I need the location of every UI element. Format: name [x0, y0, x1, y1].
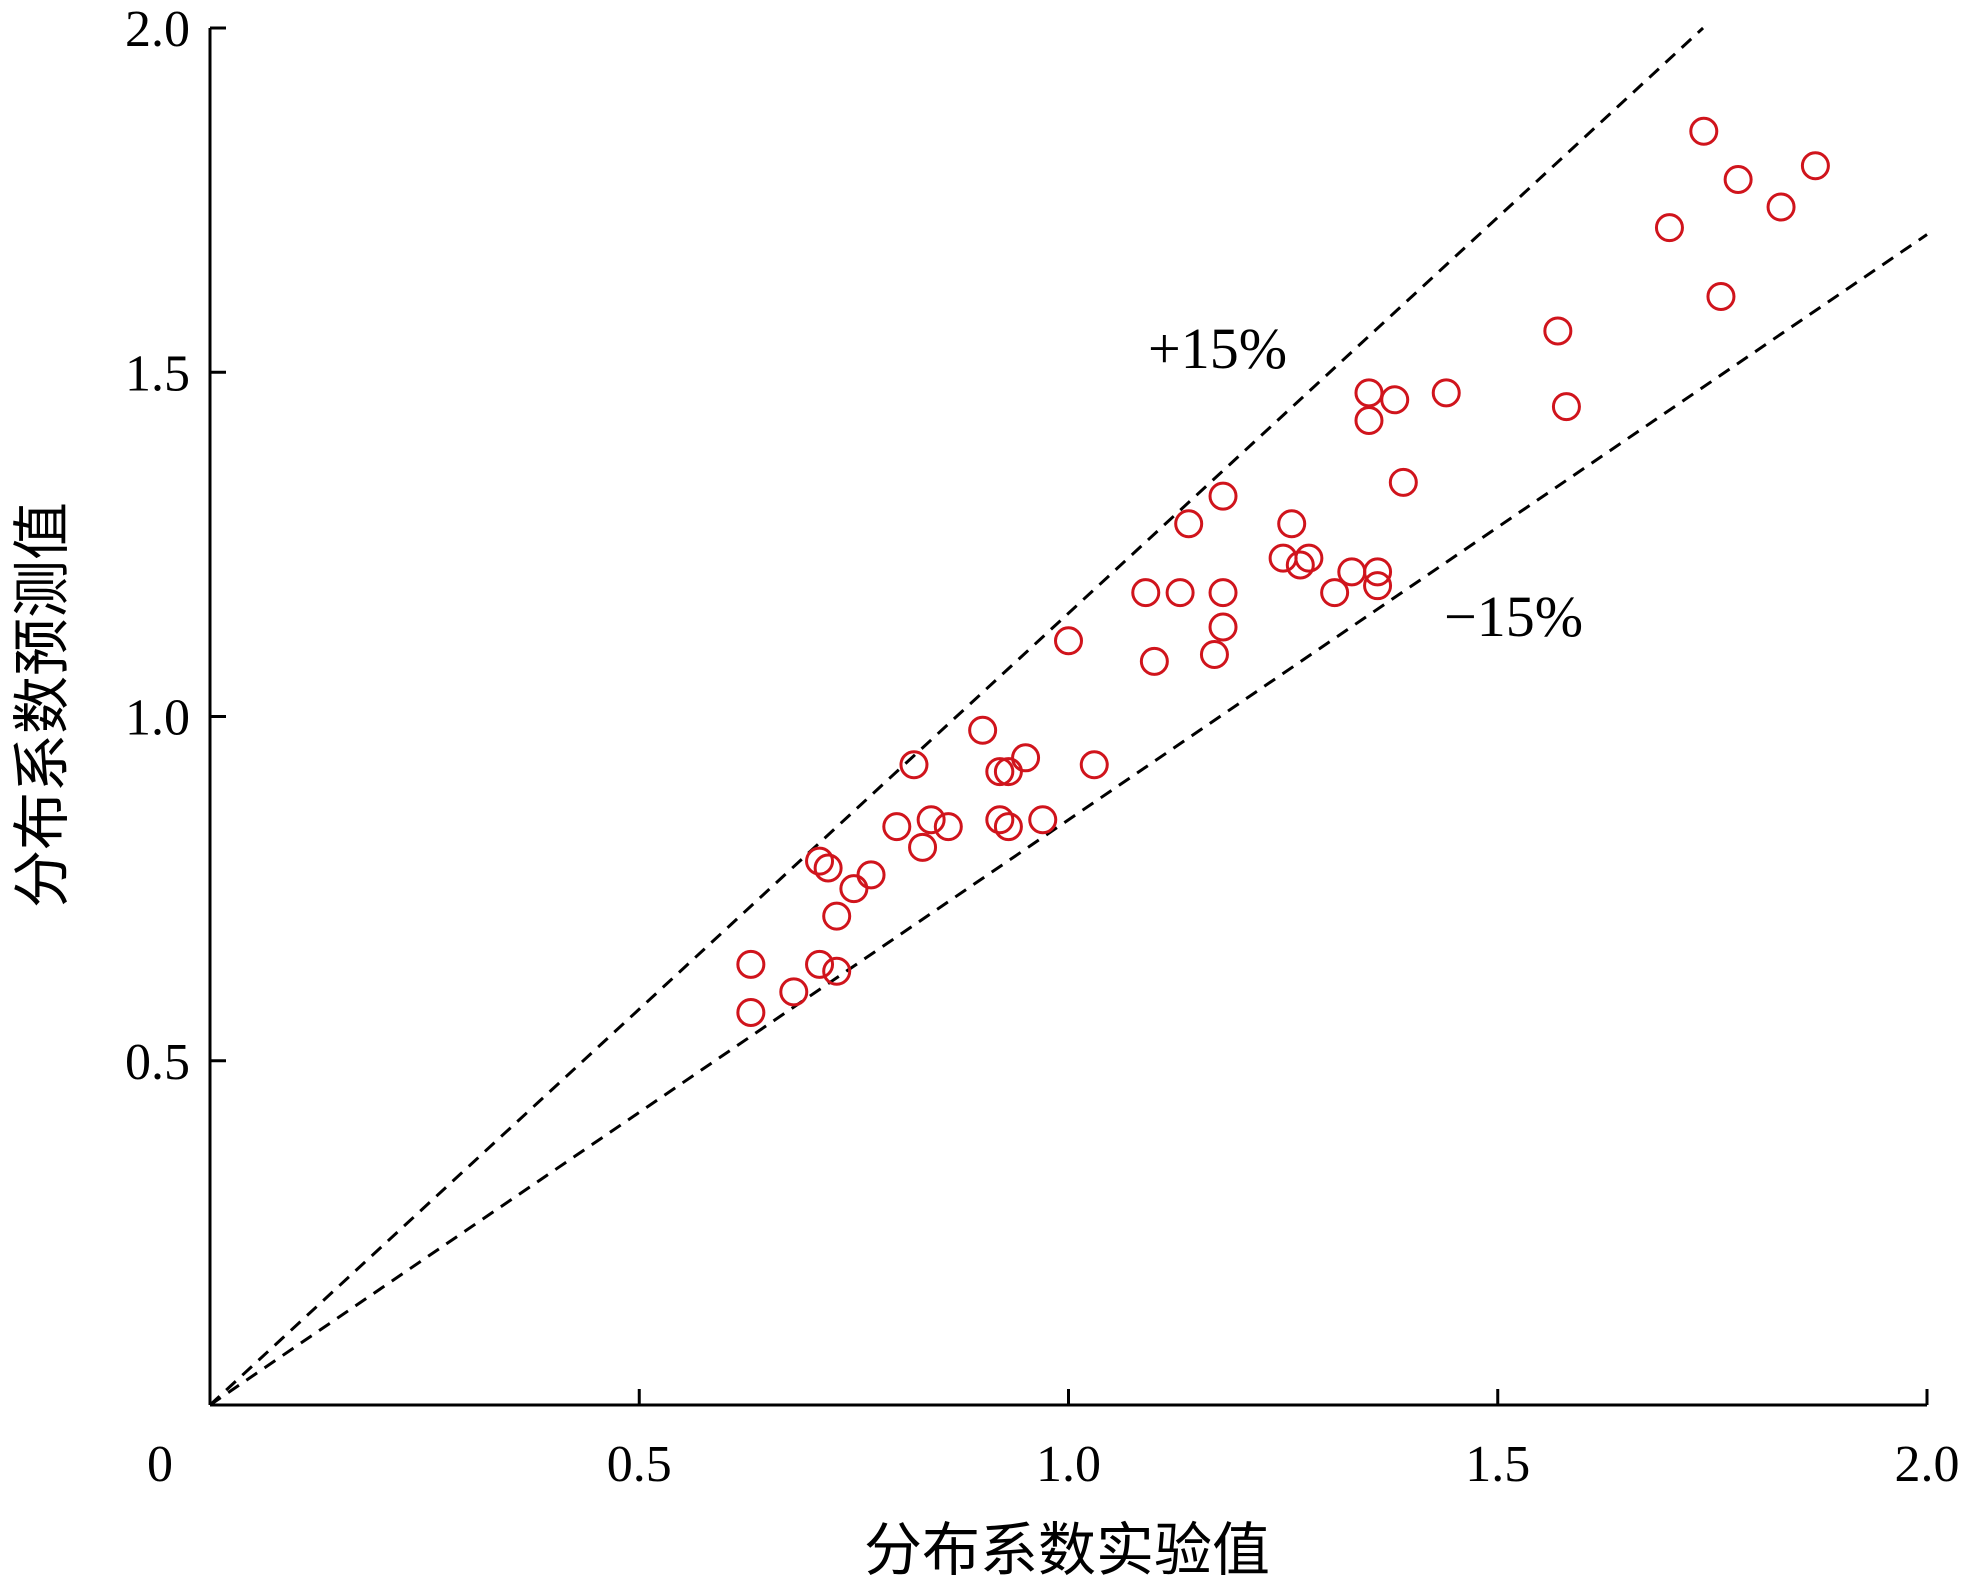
x-tick-label: 0: [147, 1436, 173, 1493]
data-point: [1551, 392, 1581, 422]
data-point: [1011, 743, 1041, 773]
x-axis-ticks: 0 0.5 1.0 1.5 2.0: [147, 1389, 1960, 1493]
data-point: [1277, 509, 1307, 539]
data-point: [1543, 316, 1573, 346]
data-point: [779, 977, 809, 1007]
data-point: [1028, 805, 1058, 835]
y-tick-label: 0.5: [125, 1034, 190, 1091]
data-point: [1208, 481, 1238, 511]
data-point: [1208, 612, 1238, 642]
reference-lines: [208, 26, 1928, 1407]
data-point: [805, 846, 835, 876]
data-point: [1320, 578, 1350, 608]
y-tick-label: 1.5: [125, 345, 190, 402]
data-point: [968, 715, 998, 745]
data-point: [1388, 467, 1418, 497]
x-tick-label: 1.0: [1036, 1436, 1101, 1493]
plus-15-percent-label: +15%: [1148, 316, 1287, 381]
data-point: [1268, 543, 1298, 573]
reference-line-labels: +15% −15%: [1148, 316, 1583, 649]
data-point: [1294, 543, 1324, 573]
data-point: [933, 812, 963, 842]
data-point: [993, 812, 1023, 842]
data-point: [882, 812, 912, 842]
data-point: [1800, 151, 1830, 181]
data-point: [1208, 578, 1238, 608]
data-point: [1723, 164, 1753, 194]
reference-line: [209, 233, 1928, 1407]
data-point: [856, 860, 886, 890]
axes: [208, 28, 1927, 1407]
data-point: [1165, 578, 1195, 608]
data-point: [822, 901, 852, 931]
data-point: [736, 998, 766, 1028]
data-point: [916, 805, 946, 835]
data-point: [805, 949, 835, 979]
reference-line: [208, 26, 1705, 1407]
y-tick-label: 1.0: [125, 690, 190, 747]
data-point: [736, 949, 766, 979]
minus-15-percent-label: −15%: [1444, 584, 1583, 649]
data-point: [899, 750, 929, 780]
y-axis-ticks: 0.5 1.0 1.5 2.0: [125, 1, 226, 1091]
data-point: [985, 757, 1015, 787]
data-point: [1285, 550, 1315, 580]
y-tick-label: 2.0: [125, 1, 190, 58]
x-tick-label: 0.5: [607, 1436, 672, 1493]
data-point: [1054, 626, 1083, 656]
x-tick-label: 2.0: [1895, 1436, 1960, 1493]
data-point: [1174, 509, 1204, 539]
data-point: [1766, 192, 1796, 222]
data-point: [1706, 282, 1736, 312]
data-point: [908, 832, 938, 862]
data-point: [1431, 378, 1461, 408]
data-point: [1079, 750, 1109, 780]
data-point: [1354, 405, 1384, 435]
data-point: [1337, 557, 1367, 587]
data-point: [985, 805, 1015, 835]
data-point: [1131, 578, 1161, 608]
data-point: [1354, 378, 1384, 408]
data-point: [822, 956, 852, 986]
data-point: [1654, 213, 1684, 243]
y-axis-title: 分布系数预测值: [10, 502, 75, 908]
data-point: [1139, 646, 1169, 676]
data-point: [1380, 385, 1410, 415]
data-point: [813, 853, 843, 883]
data-point: [1199, 640, 1229, 670]
data-point: [839, 874, 869, 904]
x-axis-title: 分布系数实验值: [864, 1518, 1270, 1583]
x-tick-label: 1.5: [1465, 1436, 1530, 1493]
data-points: [736, 116, 1830, 1028]
data-point: [1363, 557, 1393, 587]
data-point: [1689, 116, 1719, 146]
data-point: [1363, 571, 1393, 601]
